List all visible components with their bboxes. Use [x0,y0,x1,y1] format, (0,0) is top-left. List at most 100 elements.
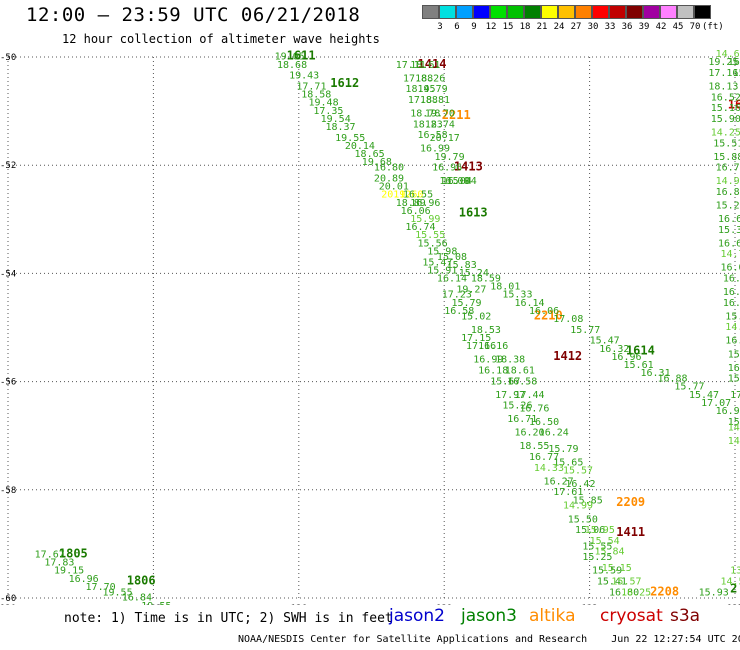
swh-value: 15.54 [590,536,620,547]
swh-value: 16.14 [514,298,544,309]
swh-value: 18.81 [420,95,450,106]
swh-value: 16.99 [473,355,503,366]
swh-value: 15.60 [728,417,740,428]
swh-value: 19.55 [141,601,171,605]
swh-value: 19.27 [456,284,486,295]
swh-value: 15.77 [674,382,704,393]
pass-time-label: 2210 [534,308,563,322]
swh-value: 16.24 [539,428,569,439]
swh-value: 16.55 [403,190,433,201]
swh-value: 14.33 [534,463,564,474]
swh-value: 17.44 [514,390,544,401]
pass-time-label: 2209 [616,495,645,509]
swh-value: 16.50 [529,417,559,428]
satellite-legend-jason2: jason2 [389,606,445,626]
swh-value: 18.65 [355,149,385,160]
swh-value: 16.60 [718,214,740,225]
swh-value: 16.41 [723,287,740,298]
lon-tick-label: 120 [0,604,16,605]
swh-value: 16.09 [720,263,740,274]
colorbar-label: 33 [604,22,616,32]
pass-time-label: 1806 [127,573,156,587]
swh-value: 14.5 [725,322,740,333]
swh-value: 14.9 [728,422,740,433]
swh-value: 17.23 [442,290,472,301]
swh-value: 15.83 [447,260,477,271]
pass-time-label: 1412 [553,349,582,363]
swh-value: 16.16 [478,341,508,352]
swh-value: 16.80 [374,163,404,174]
swh-value: 16.76 [519,403,549,414]
swh-value: 15.91 [427,265,457,276]
colorbar-label: 27 [570,22,582,32]
lon-tick-label: 123 [145,604,161,605]
colorbar-swatch [439,5,456,19]
swh-value: 15.56 [418,238,448,249]
swh-value: 20.12 [381,190,411,201]
swh-value: 16.20 [514,428,544,439]
colorbar-swatch [524,5,541,19]
swh-value: 15.55 [582,541,612,552]
colorbar-swatch [473,5,490,19]
swh-value: 15.79 [548,444,578,455]
swh-value: 16.96 [611,352,641,363]
swh-value: 19.70 [425,109,455,120]
swh-value: 18.45 [405,84,435,95]
lat-tick-label: -50 [0,53,16,63]
swh-value: 18.68 [277,60,307,71]
swh-value: 18.23 [413,119,443,130]
swh-value: 15.95 [585,525,615,536]
swh-value: 16.93 [716,406,740,417]
swh-value: 15.79 [451,298,481,309]
swh-value: 16.25 [621,587,651,598]
swh-value: 16.99 [420,144,450,155]
swh-value: 15.7 [725,311,740,322]
swh-value: 16.42 [565,479,595,490]
colorbar-swatch [643,5,660,19]
swh-value: 15.84 [594,547,624,558]
pass-time-label: 1413 [454,160,483,174]
colorbar-swatch [541,5,558,19]
swh-value: 14.60 [716,49,740,60]
swh-value: 19.55 [335,133,365,144]
swh-value: 16.74 [405,222,435,233]
colorbar-label: 18 [519,22,531,32]
swh-value: 18.78 [410,109,440,120]
swh-value: 19.79 [418,84,448,95]
swh-value: 16 [728,363,740,374]
swh-value: 15.41 [597,576,627,587]
pass-time-label: 1411 [616,525,645,539]
swh-value: 19.55 [103,587,133,598]
swh-value: 16.58 [418,130,448,141]
swh-value: 17.67 [35,549,65,560]
swh-value: 20.89 [374,173,404,184]
swh-value: 14.99 [563,501,593,512]
swh-value: 15.50 [568,514,598,525]
swh-value: 18.74 [425,119,455,130]
colorbar-swatch [660,5,677,19]
colorbar-swatch [490,5,507,19]
swh-value: 14.25 [711,127,740,138]
swh-value: 15.88 [713,152,740,163]
swh-value: 15.25 [582,552,612,563]
lat-tick-label: -52 [0,161,16,171]
pass-time-label: 1805 [59,546,88,560]
pass-time-label: 1611 [287,49,316,63]
swh-value: 15.02 [461,311,491,322]
colorbar-label: 3 [437,22,443,32]
swh-value: 18.58 [301,90,331,101]
swh-value: 17 [730,390,740,401]
swh-value: 20.17 [430,133,460,144]
swh-value: 19.43 [289,71,319,82]
colorbar-label: 36 [621,22,633,32]
colorbar-label: 24 [553,22,565,32]
swh-value: 19.15 [54,566,84,577]
swh-value: 17.70 [86,582,116,593]
swh-value: 18.53 [471,325,501,336]
swh-value: 16.71 [507,414,537,425]
swh-value: 15.55 [415,230,445,241]
swh-value: 14.58 [720,576,740,587]
swh-value: 15.57 [563,466,593,477]
swh-value: 16.27 [544,476,574,487]
colorbar-label: 6 [454,22,460,32]
